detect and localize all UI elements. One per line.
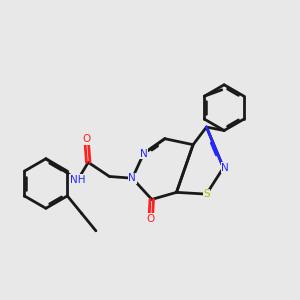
- Text: O: O: [82, 134, 91, 144]
- Text: N: N: [140, 148, 148, 158]
- Text: S: S: [203, 189, 210, 199]
- Text: NH: NH: [70, 175, 86, 185]
- Text: O: O: [147, 214, 155, 224]
- Text: N: N: [221, 163, 229, 172]
- Text: N: N: [128, 173, 136, 183]
